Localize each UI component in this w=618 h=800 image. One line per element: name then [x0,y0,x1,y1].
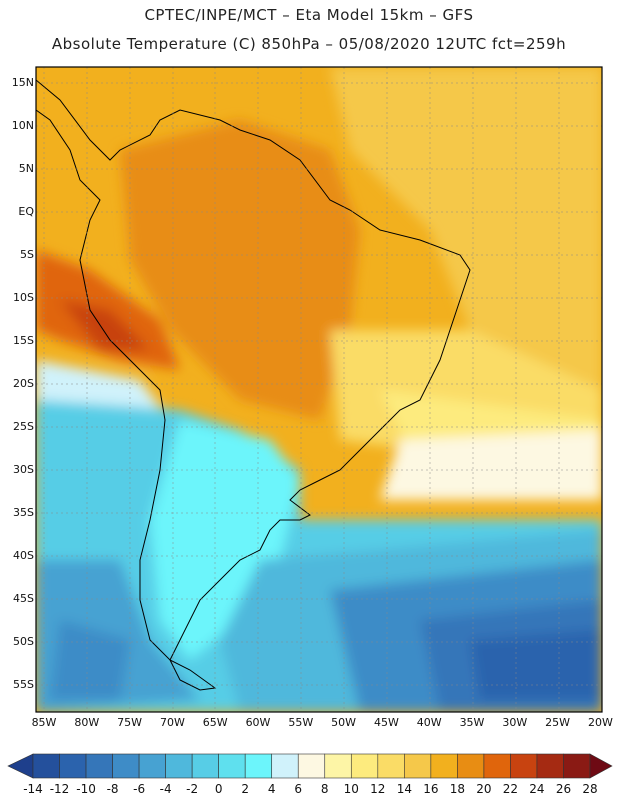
colorbar-swatch [297,753,326,779]
lon-label: 45W [373,716,399,729]
lon-label: 50W [331,716,357,729]
colorbar-swatch [483,753,511,779]
colorbar-label: 4 [267,782,276,796]
lon-label: 35W [459,716,485,729]
colorbar-swatch [430,753,458,779]
colorbar-label: 10 [343,782,359,796]
lat-label: 55S [13,678,34,691]
colorbar-label: -8 [106,782,119,796]
colorbar-swatch [457,753,485,779]
colorbar-label: 12 [370,782,386,796]
lon-label: 65W [202,716,228,729]
colorbar-swatch [271,753,299,779]
lon-label: 25W [545,716,571,729]
lat-label: 20S [13,377,34,390]
map-frame [35,66,603,713]
lat-label: 30S [13,463,34,476]
colorbar-label: -6 [133,782,146,796]
coastlines [36,79,471,691]
colorbar [7,753,613,779]
colorbar-label: 28 [582,782,598,796]
colorbar-label: 6 [294,782,303,796]
lon-label: 85W [31,716,57,729]
colorbar-label: 26 [555,782,572,796]
lon-label: 70W [159,716,185,729]
colorbar-max-arrow [589,753,613,779]
lat-label: 50S [13,635,34,648]
colorbar-swatch [563,753,591,779]
title-line-1: CPTEC/INPE/MCT – Eta Model 15km – GFS [144,6,474,24]
colorbar-swatch [32,753,60,779]
title-line-2: Absolute Temperature (C) 850hPa – 05/08/… [51,35,567,53]
lat-label: 25S [13,420,34,433]
lat-label: 5N [18,162,34,175]
graticule [36,67,602,712]
colorbar-swatch [218,753,246,779]
colorbar-swatch [165,753,193,779]
colorbar-label: 14 [396,782,412,796]
lat-label: EQ [18,205,34,218]
lon-label: 75W [117,716,143,729]
lat-label: 15S [13,334,34,347]
lon-label: 30W [502,716,528,729]
colorbar-swatch [59,753,87,779]
colorbar-swatch [510,753,538,779]
colorbar-swatch [138,753,166,779]
colorbar-swatch [377,753,405,779]
colorbar-swatch [191,753,219,779]
colorbar-label: 16 [423,782,439,796]
temperature-field [36,67,602,712]
colorbar-label: -4 [159,782,172,796]
colorbar-swatch [244,753,273,779]
lon-label: 40W [416,716,442,729]
colorbar-swatch [350,753,379,779]
lat-label: 35S [13,506,34,519]
colorbar-label: 8 [320,782,329,796]
colorbar-label: 20 [476,782,492,796]
colorbar-swatch [324,753,352,779]
colorbar-label: 24 [529,782,545,796]
lat-label: 10N [11,119,34,132]
lat-label: 10S [13,291,34,304]
colorbar-label: 0 [214,782,223,796]
colorbar-label: -10 [76,782,96,796]
lon-label: 55W [288,716,314,729]
colorbar-swatch [112,753,140,779]
lat-label: 5S [20,248,34,261]
colorbar-label: 18 [449,782,466,796]
colorbar-swatch [85,753,113,779]
lat-label: 15N [11,76,34,89]
colorbar-label: -14 [23,782,43,796]
colorbar-min-arrow [7,753,34,779]
lat-label: 45S [13,592,34,605]
colorbar-swatch [536,753,564,779]
colorbar-swatch [404,753,432,779]
colorbar-label: -2 [186,782,199,796]
lon-label: 60W [245,716,271,729]
lon-label: 80W [74,716,100,729]
colorbar-label: 2 [241,782,249,796]
colorbar-label: 22 [502,782,519,796]
lon-label: 20W [587,716,613,729]
colorbar-label: -12 [49,782,70,796]
lat-label: 40S [13,549,34,562]
